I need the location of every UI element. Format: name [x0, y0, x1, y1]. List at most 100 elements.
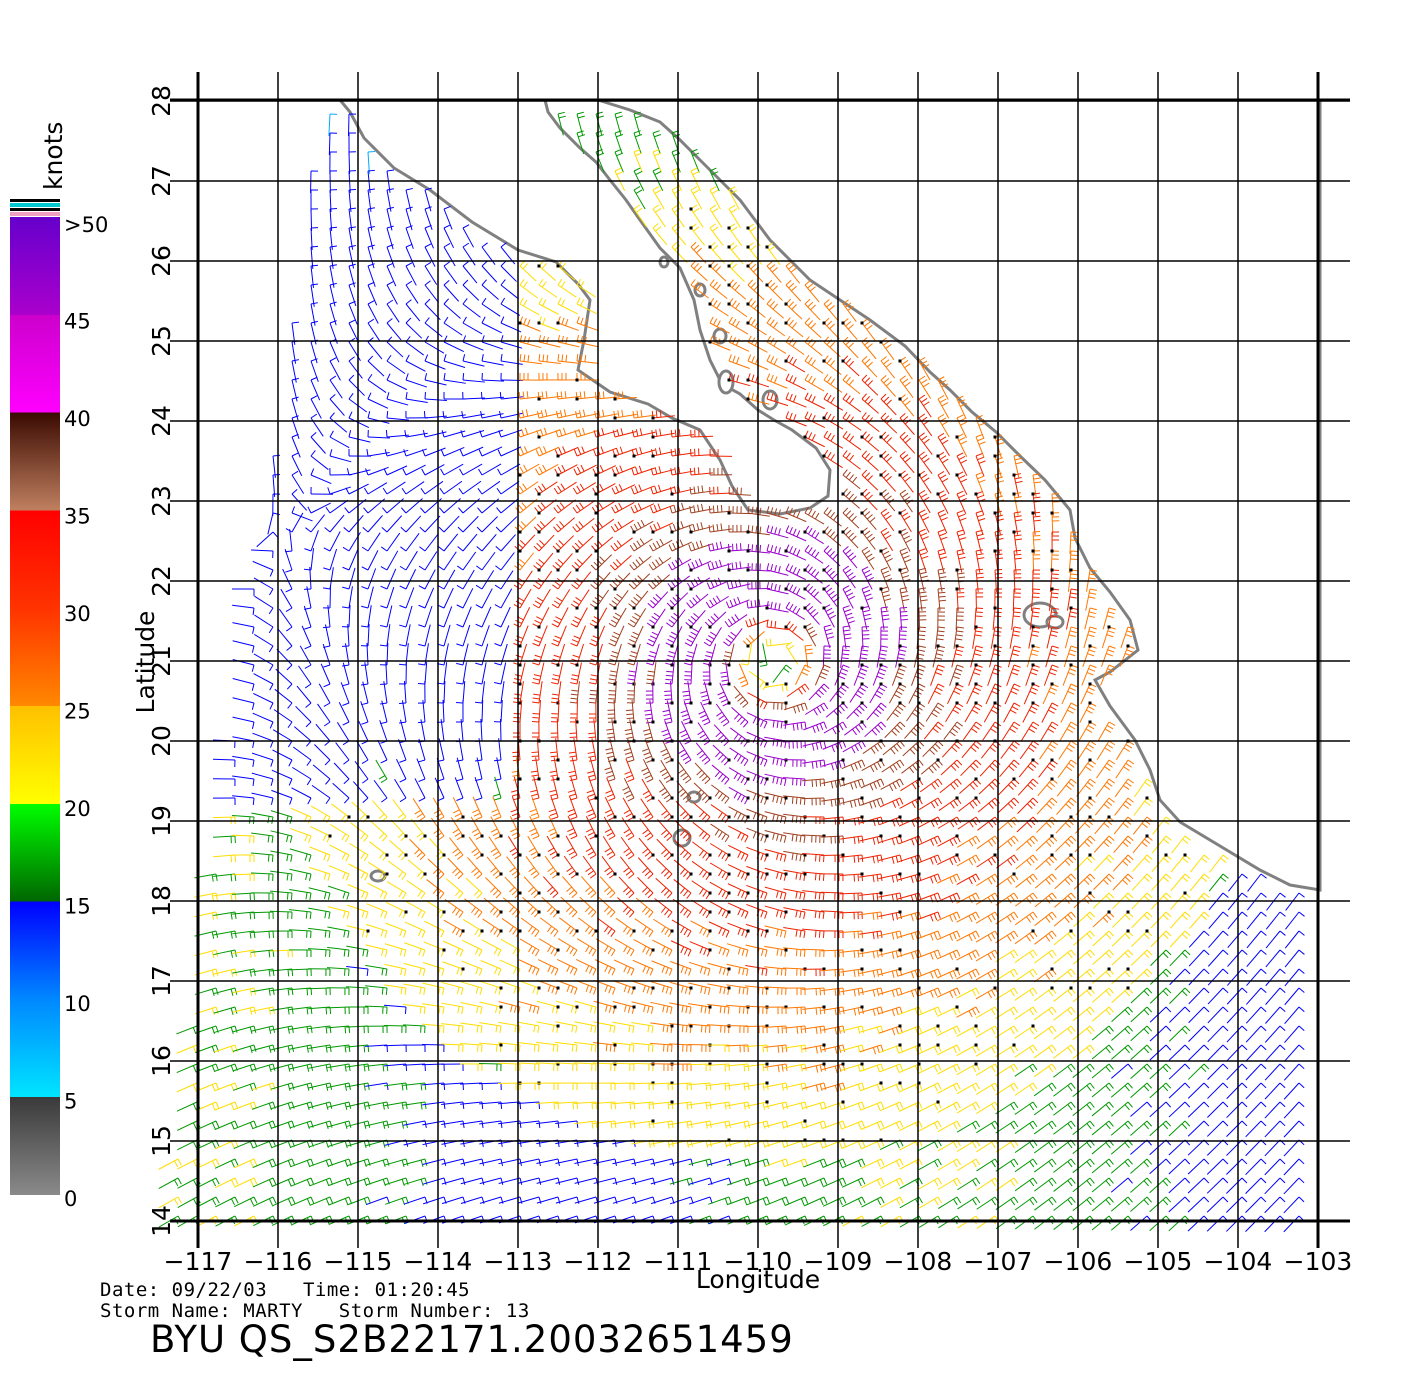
wind-barb-shaft [335, 742, 350, 761]
wind-barb-shaft [291, 512, 313, 522]
wind-barb-shaft [348, 483, 369, 495]
wind-barb-shaft [783, 721, 806, 726]
wind-barb-feather [681, 733, 688, 738]
wind-barb-feather [769, 300, 775, 307]
wind-barb-feather [814, 512, 820, 520]
wind-barb-feather [617, 521, 623, 528]
wind-barb-shaft [462, 606, 472, 628]
wind-barb [572, 500, 596, 514]
wind-barb-feather [1089, 569, 1097, 572]
wind-barb [456, 606, 472, 628]
wind-barb-feather [770, 374, 774, 382]
wind-barb-feather [752, 617, 757, 625]
wind-barb [904, 721, 925, 739]
wind-barb-shaft [709, 643, 717, 666]
wind-barb [842, 411, 862, 431]
wind-barb-feather [663, 713, 671, 717]
wind-barb-feather [866, 553, 873, 559]
wind-barb-feather [1028, 747, 1035, 752]
wind-barb-feather [386, 392, 390, 400]
rain-flag [1050, 511, 1054, 515]
wind-barb-feather [804, 280, 811, 286]
wind-barb [804, 354, 824, 374]
wind-barb-feather [818, 689, 824, 695]
wind-barb-feather [512, 720, 521, 723]
wind-barb [399, 605, 413, 628]
wind-barb [861, 450, 879, 471]
wind-barb [1120, 626, 1135, 648]
wind-barb [689, 503, 713, 514]
wind-barb-feather [1030, 672, 1038, 676]
wind-barb-feather [741, 663, 749, 666]
wind-barb [625, 700, 636, 724]
wind-barb-feather [977, 494, 985, 499]
wind-barb-shaft [557, 553, 573, 571]
wind-barb-feather [789, 527, 793, 534]
wind-barb-feather [367, 355, 374, 362]
wind-barb-feather [553, 600, 561, 606]
wind-barb [342, 662, 350, 687]
wind-barb-shaft [690, 560, 712, 571]
wind-barb-feather [904, 476, 911, 482]
wind-barb-feather [971, 709, 979, 714]
wind-barb-feather [747, 279, 754, 286]
wind-barb-feather [478, 449, 483, 457]
wind-barb-feather [576, 111, 584, 115]
wind-barb-feather [828, 590, 835, 596]
wind-barb-feather [523, 446, 528, 453]
wind-barb-shaft [405, 624, 411, 647]
wind-barb [898, 470, 914, 493]
rain-flag [746, 397, 750, 401]
wind-barb-feather [1015, 519, 1023, 522]
wind-barb [785, 279, 802, 302]
wind-barb-feather [595, 130, 603, 134]
wind-barb-feather [701, 694, 709, 698]
wind-barb [557, 278, 577, 298]
wind-barb-feather [1031, 668, 1039, 672]
wind-barb-shaft [519, 625, 529, 647]
colorbar-cap-cyan [10, 203, 60, 207]
wind-barb-feather [632, 561, 638, 568]
wind-barb-feather [1031, 634, 1039, 637]
wind-barb [251, 549, 274, 559]
wind-barb [785, 601, 806, 620]
wind-barb-shaft [443, 360, 466, 369]
wind-barb [633, 204, 648, 228]
wind-barb [899, 587, 910, 611]
wind-barb-shaft [808, 683, 825, 701]
wind-barb-feather [1051, 573, 1059, 575]
wind-barb [310, 376, 321, 401]
wind-barb-feather [735, 302, 740, 309]
wind-barb [481, 354, 504, 366]
wind-barb-feather [1051, 721, 1059, 727]
wind-barb-feather [580, 299, 585, 306]
wind-barb [861, 393, 879, 414]
wind-barb-feather [614, 612, 622, 618]
wind-barb [557, 111, 566, 136]
wind-barb-feather [766, 619, 769, 628]
wind-barb-feather [652, 167, 660, 172]
wind-barb-feather [475, 643, 483, 647]
wind-barb-feather [990, 728, 997, 733]
wind-barb [462, 261, 478, 284]
wind-barb-feather [895, 690, 903, 695]
wind-barb-feather [251, 645, 255, 653]
wind-barb-feather [589, 682, 597, 685]
wind-barb-shaft [253, 577, 274, 590]
wind-barb [380, 605, 393, 628]
wind-barb-feather [808, 375, 813, 383]
wind-barb [844, 720, 867, 736]
wind-barb-feather [1013, 549, 1022, 552]
wind-barb-feather [978, 441, 986, 445]
wind-barb-feather [830, 378, 835, 385]
wind-barb-feather [540, 410, 544, 418]
wind-barb [335, 742, 350, 765]
rain-flag [670, 530, 674, 534]
wind-barb [443, 354, 466, 369]
rain-flag [727, 663, 731, 667]
wind-barb [764, 736, 787, 748]
wind-barb-shaft [844, 721, 863, 736]
wind-barb [397, 739, 407, 763]
wind-barb-feather [805, 648, 813, 651]
wind-barb-shaft [254, 595, 274, 609]
